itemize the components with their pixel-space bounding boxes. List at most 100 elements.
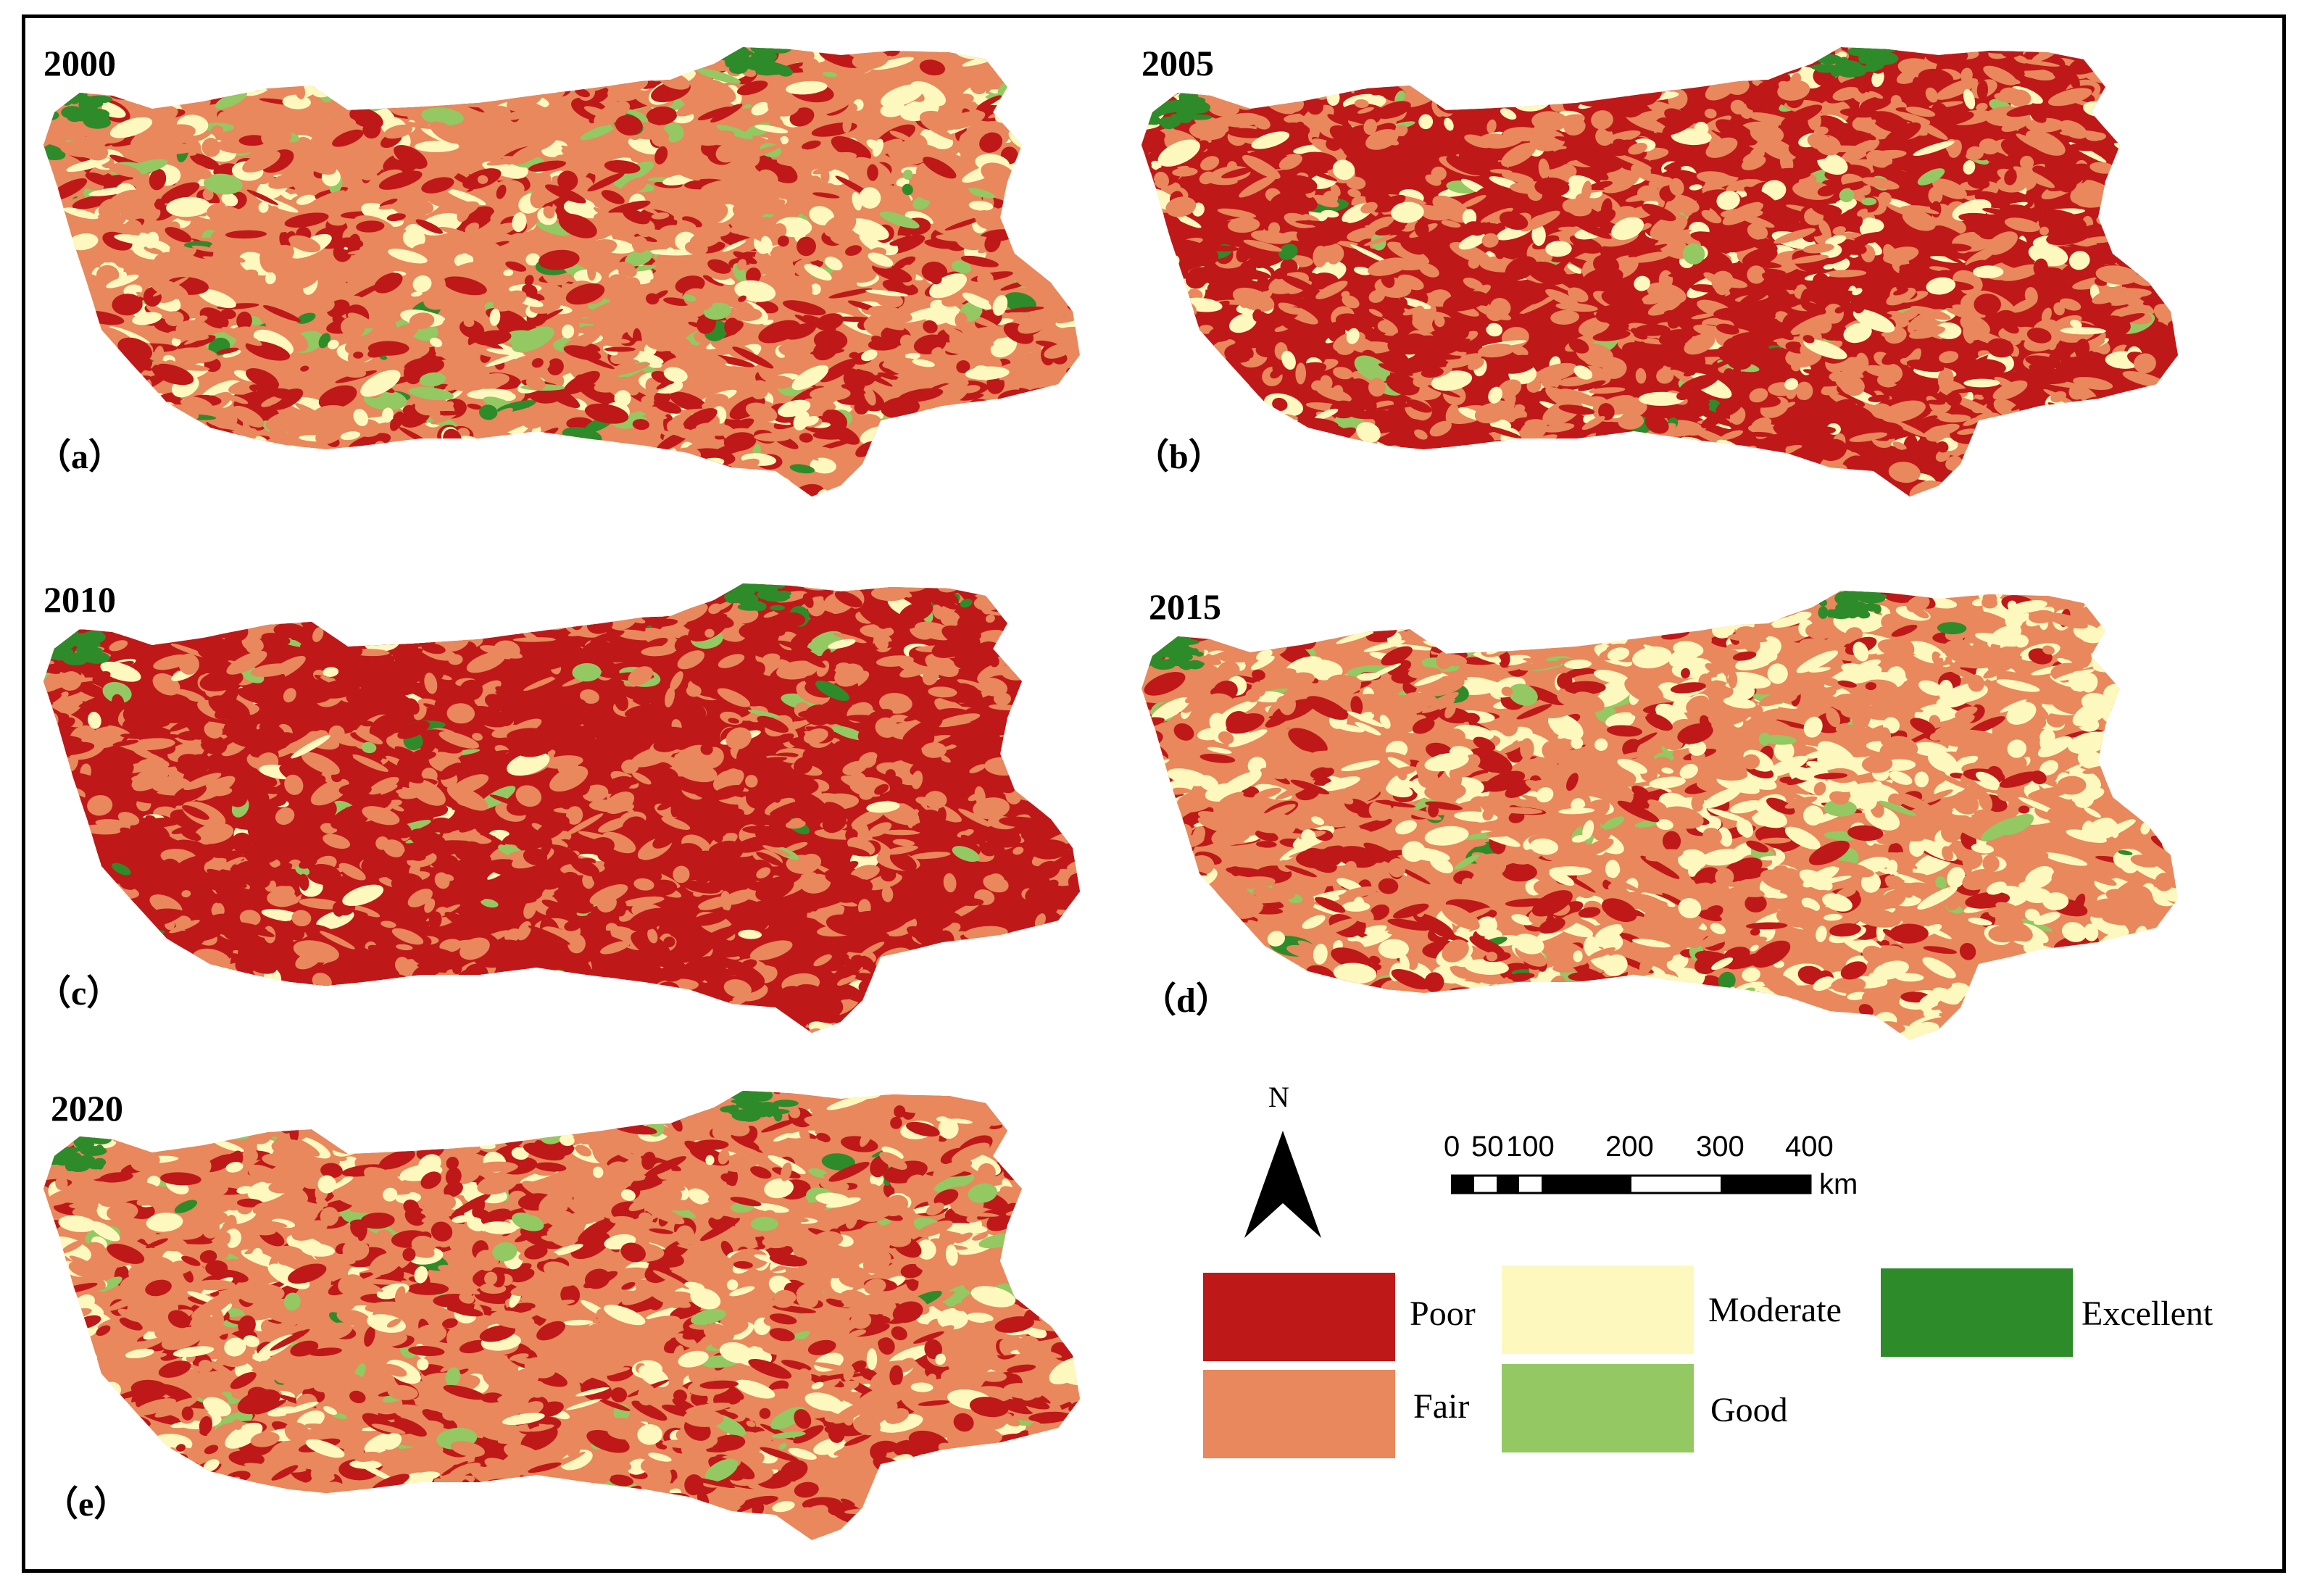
raster-patch (183, 241, 212, 249)
raster-patch (288, 235, 321, 253)
raster-patch (558, 213, 597, 238)
raster-patch (143, 287, 162, 307)
raster-patch (946, 449, 968, 464)
raster-patch (423, 478, 455, 494)
raster-patch (1259, 467, 1291, 479)
raster-patch (765, 375, 794, 389)
raster-patch (831, 82, 865, 95)
raster-patch (1350, 53, 1382, 72)
raster-patch (151, 363, 194, 386)
raster-patch (351, 452, 361, 467)
raster-patch (841, 384, 866, 395)
raster-patch (1531, 450, 1549, 461)
raster-patch (923, 460, 966, 482)
raster-patch (512, 212, 527, 233)
raster-patch (1305, 447, 1347, 463)
raster-patch (166, 196, 211, 217)
raster-patch (1679, 53, 1700, 64)
map-raster (43, 47, 1080, 516)
raster-patch (124, 499, 153, 516)
raster-patch (989, 399, 1031, 415)
raster-patch (1932, 493, 1974, 496)
raster-patch (654, 47, 678, 56)
raster-patch (65, 272, 75, 283)
raster-patch (2042, 433, 2064, 443)
raster-patch (1258, 47, 1297, 56)
raster-patch (1344, 450, 1378, 457)
raster-patch (2129, 188, 2169, 200)
raster-patch (1311, 458, 1328, 468)
raster-patch (578, 325, 608, 336)
raster-patch (511, 326, 554, 353)
raster-patch (265, 312, 288, 333)
raster-patch (331, 454, 352, 467)
raster-patch (1023, 159, 1045, 175)
raster-patch (469, 437, 483, 453)
raster-patch (902, 183, 913, 196)
raster-patch (1353, 493, 1376, 496)
raster-patch (1142, 168, 1145, 181)
raster-patch (286, 257, 309, 267)
raster-patch (2138, 392, 2163, 404)
raster-patch (960, 255, 999, 267)
raster-patch (696, 423, 733, 436)
raster-patch (975, 209, 998, 230)
raster-patch (630, 155, 649, 164)
raster-patch (1142, 308, 1157, 329)
raster-patch (2115, 470, 2159, 487)
raster-patch (1558, 72, 1586, 94)
raster-patch (1687, 74, 1706, 86)
raster-patch (1395, 47, 1410, 55)
raster-patch (1150, 410, 1170, 429)
raster-patch (454, 367, 490, 390)
raster-patch (43, 144, 66, 160)
raster-patch (109, 117, 153, 138)
raster-patch (412, 91, 433, 106)
raster-patch (565, 283, 605, 305)
raster-patch (593, 207, 629, 228)
raster-patch (2160, 157, 2170, 163)
raster-patch (580, 123, 617, 141)
raster-patch (751, 101, 770, 116)
raster-patch (43, 92, 54, 104)
raster-patch (897, 423, 920, 444)
raster-patch (154, 199, 165, 210)
raster-patch (2105, 190, 2120, 199)
raster-patch (1147, 496, 1172, 510)
raster-patch (357, 47, 396, 64)
raster-patch (2157, 102, 2178, 109)
raster-patch (2158, 392, 2178, 412)
raster-patch (582, 494, 609, 496)
raster-patch (891, 457, 918, 467)
raster-patch (452, 67, 482, 81)
raster-patch (492, 105, 512, 117)
raster-patch (1034, 449, 1051, 465)
raster-patch (381, 85, 397, 97)
raster-patch (1386, 47, 1400, 61)
raster-patch (1228, 407, 1266, 429)
raster-patch (1049, 407, 1080, 430)
raster-patch (959, 125, 988, 145)
raster-patch (108, 189, 143, 208)
raster-patch (1658, 442, 1673, 451)
raster-patch (682, 216, 702, 228)
raster-patch (1606, 50, 1639, 70)
raster-patch (313, 404, 352, 423)
raster-patch (2117, 50, 2162, 64)
raster-patch (1275, 450, 1310, 470)
raster-patch (356, 220, 385, 233)
raster-patch (1360, 449, 1375, 465)
raster-patch (165, 431, 194, 449)
raster-patch (958, 497, 970, 507)
raster-patch (1155, 375, 1167, 392)
raster-patch (2047, 402, 2086, 423)
raster-patch (1149, 231, 1166, 243)
raster-patch (997, 436, 1023, 457)
raster-patch (822, 71, 838, 78)
raster-patch (1548, 47, 1572, 62)
raster-patch (381, 59, 407, 79)
raster-patch (1465, 463, 1477, 484)
raster-patch (663, 297, 690, 307)
raster-patch (526, 229, 536, 237)
raster-patch (2172, 103, 2178, 119)
